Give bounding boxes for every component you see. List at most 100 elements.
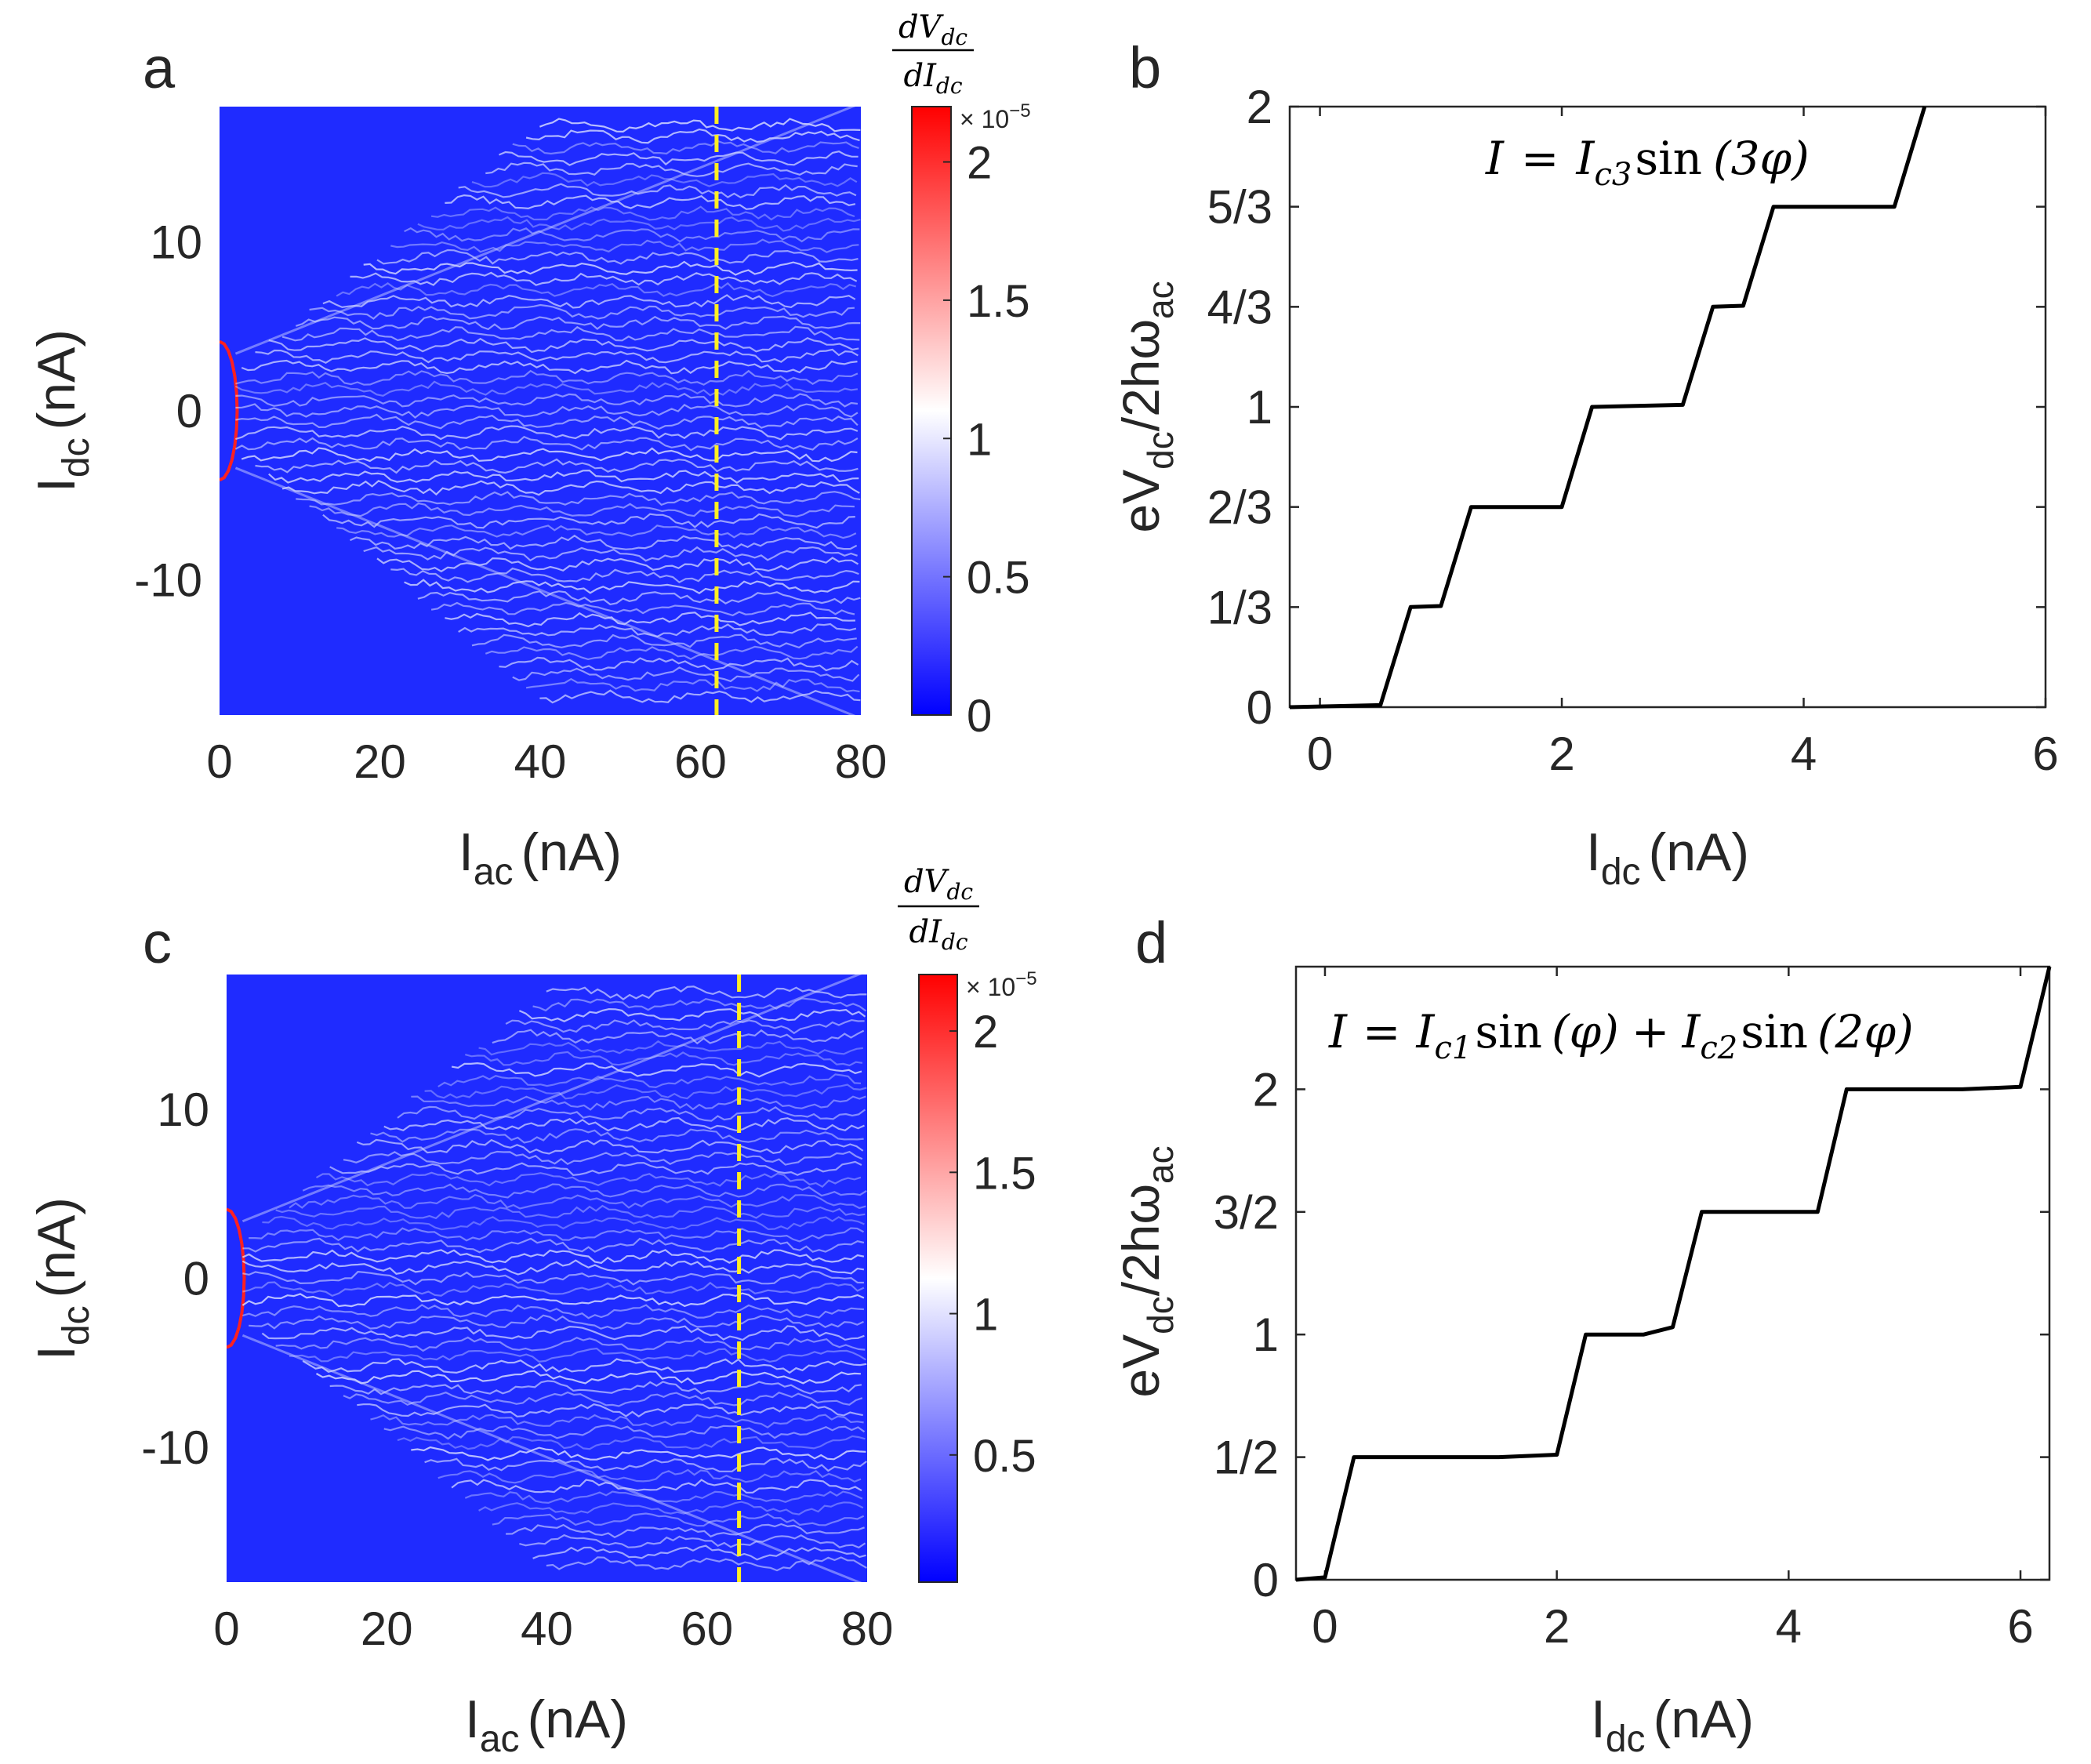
line-b-annot-lhs: I <box>1485 132 1505 185</box>
heatmap-c-ridge <box>465 1051 863 1067</box>
svg-text:eVdc/2hωac: eVdc/2hωac <box>1112 281 1181 532</box>
line-d-xtick-label: 4 <box>1776 1600 1802 1653</box>
heatmap-c-fan-edge <box>241 975 862 1223</box>
colorbar-a-multiplier: × 10 <box>960 105 1009 133</box>
heatmap-c-xtick-label: 40 <box>521 1602 573 1655</box>
heatmap-a-ylabel: Idc (nA) <box>27 329 97 492</box>
heatmap-a-ridge <box>235 393 859 408</box>
colorbar-c-tick-label: 0.5 <box>973 1431 1036 1482</box>
panel-label-a: a <box>143 35 176 100</box>
line-d-annotation: I = Ic1sin (φ) + Ic2sin (2φ) <box>1328 1005 1914 1066</box>
heatmap-c-ylabel-sub: dc <box>56 1305 97 1345</box>
heatmap-a-ridge <box>390 238 859 253</box>
heatmap-c-ridge <box>241 1292 865 1308</box>
heatmap-a-ridge <box>525 128 860 144</box>
line-d-plot-area <box>1294 965 2051 1581</box>
heatmap-a-ridge <box>336 524 857 539</box>
heatmap-a-ridge <box>445 612 855 628</box>
line-d-annot-fn2: sin <box>1741 1005 1808 1058</box>
line-b-xlabel-unit: (nA) <box>1649 822 1749 882</box>
colorbar-c-exponent: −5 <box>1015 968 1036 989</box>
heatmap-c-ytick-label: 10 <box>157 1083 209 1136</box>
heatmap-c-ridge <box>492 1512 865 1527</box>
heatmap-c-ridge <box>356 1138 864 1155</box>
colorbar-a-title-num: dV <box>898 9 945 45</box>
heatmap-c-ridge <box>437 1073 862 1089</box>
heatmap-a-xlabel-var: I <box>459 822 474 882</box>
heatmap-a-ytick-label: 0 <box>176 385 202 437</box>
line-d-xlabel-sub: dc <box>1606 1719 1646 1760</box>
line-b-annotation: I = Ic3sin (3φ) <box>1485 132 1810 193</box>
colorbar-a-title-den: dI <box>903 58 937 94</box>
heatmap-a-xtick-label: 60 <box>674 735 727 788</box>
colorbar-c-title: dVdc dIdc × 10−5 <box>898 864 1037 1001</box>
line-b-annot-arg: (3φ) <box>1713 132 1810 185</box>
heatmap-a-ridge <box>241 447 858 463</box>
heatmap-c-ridge <box>411 1446 866 1461</box>
line-b-xtick-label: 2 <box>1548 728 1574 780</box>
heatmap-c-ridge <box>315 1171 862 1189</box>
heatmap-c-ridge <box>506 1523 865 1539</box>
heatmap-c-ridge <box>329 1380 862 1396</box>
heatmap-a-xtick-label: 0 <box>206 735 232 788</box>
heatmap-c-ridge <box>411 1095 866 1111</box>
line-b-axes: 0 2 4 6 0 1/3 2/3 1 4/3 5/3 2 <box>1207 81 2059 780</box>
heatmap-c-ridge <box>532 997 867 1012</box>
colorbar-a-title: dVdc dIdc × 10−5 <box>892 9 1031 133</box>
colorbar-a-ticks: 2 1.5 1 0.5 0 <box>943 138 1030 742</box>
svg-text:eVdc/2hωac: eVdc/2hωac <box>1112 1145 1181 1397</box>
heatmap-a-xlabel-unit: (nA) <box>521 822 622 882</box>
colorbar-c-tick-label: 1.5 <box>973 1148 1036 1199</box>
svg-text:dIdc: dIdc <box>909 914 967 955</box>
heatmap-c-ridge <box>275 1204 866 1220</box>
line-d-curve <box>1295 966 2052 1582</box>
heatmap-a-ridge <box>471 633 857 649</box>
line-d-annot-arg2: (2φ) <box>1817 1005 1914 1058</box>
colorbar-a <box>911 106 952 716</box>
line-b-ytick-label: 2/3 <box>1207 481 1272 534</box>
panel-d: 0 2 4 601/213/22 I = Ic1sin (φ) + Ic2sin (2φ) eVd… <box>1112 965 2052 1760</box>
line-d-ytick-label: 1 <box>1253 1308 1279 1361</box>
heatmap-c-ridge <box>249 1314 864 1330</box>
heatmap-c-ridge <box>424 1457 867 1472</box>
line-b-ytick-label: 5/3 <box>1207 181 1272 234</box>
heatmap-a-ridge <box>485 162 858 177</box>
heatmap-c-xlabel-unit: (nA) <box>528 1690 628 1749</box>
heatmap-a-ridge <box>309 502 855 517</box>
colorbar-a-tick-label: 0.5 <box>967 553 1030 604</box>
heatmap-a-ridge <box>336 281 857 298</box>
panel-label-d: d <box>1135 910 1167 975</box>
heatmap-c-ridge <box>261 1325 865 1341</box>
heatmap-c-ridge <box>532 1544 866 1561</box>
line-d-ytick-label: 3/2 <box>1214 1186 1279 1239</box>
heatmap-a-fan-edge <box>234 466 856 715</box>
heatmap-c-ridge <box>518 1007 866 1023</box>
heatmap-a-ridge <box>417 216 861 232</box>
line-b-xlabel-sub: dc <box>1601 851 1641 893</box>
heatmap-a-ridge <box>255 458 859 474</box>
heatmap-c-ylabel-unit: (nA) <box>27 1197 86 1298</box>
line-d-annot-i1: I <box>1416 1005 1436 1058</box>
heatmap-a-ridge <box>512 140 859 155</box>
heatmap-a-ridge <box>376 249 859 265</box>
heatmap-a-ridge <box>430 601 855 617</box>
heatmap-a-xtick-label: 40 <box>514 735 567 788</box>
heatmap-a-ridge <box>390 567 859 584</box>
heatmap-c-ridge <box>343 1150 863 1166</box>
heatmap-a-ylabel-unit: (nA) <box>27 329 86 430</box>
heatmap-a-ridge <box>295 315 861 331</box>
heatmap-c-ridge <box>478 1040 863 1056</box>
heatmap-c-ridge <box>451 1062 862 1078</box>
heatmap-c-ridge <box>383 1116 865 1132</box>
heatmap-c-ridge <box>329 1160 862 1176</box>
heatmap-a-ytick-label: -10 <box>134 554 202 607</box>
heatmap-c-ridge <box>505 1018 865 1035</box>
heatmap-a-ridge <box>281 325 860 342</box>
line-b-xtick-label: 6 <box>2032 728 2058 780</box>
heatmap-c-ridge <box>519 1534 866 1549</box>
colorbar-a-title-den-sub: dc <box>936 73 963 99</box>
svg-text:× 10−5: × 10−5 <box>960 100 1031 133</box>
heatmap-a-ridge <box>268 469 859 485</box>
